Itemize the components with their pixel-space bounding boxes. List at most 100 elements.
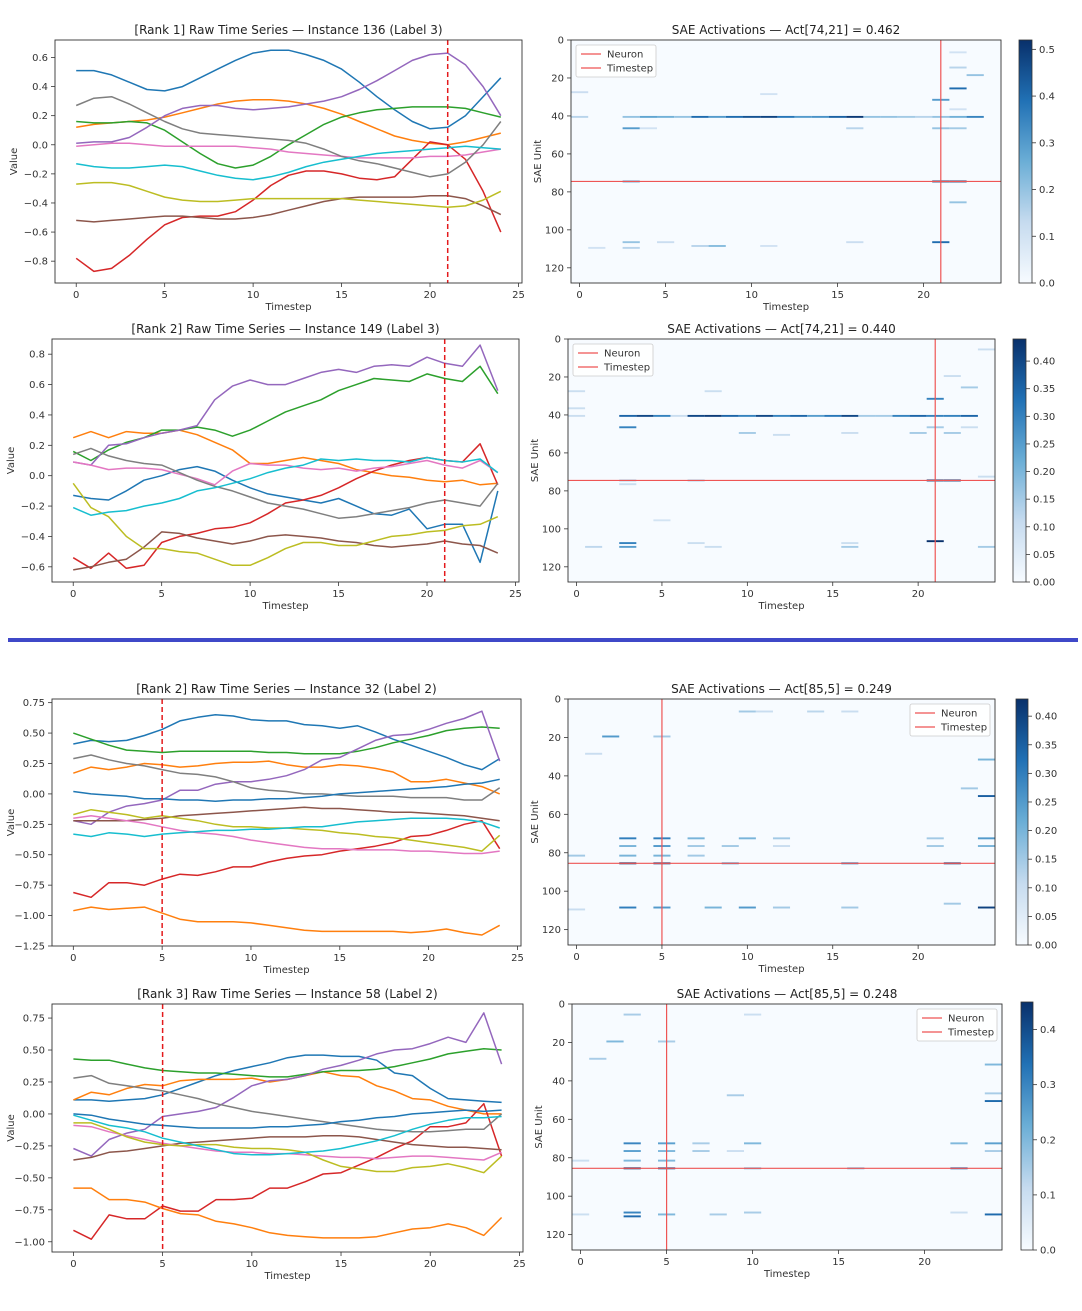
series-line-s10 (73, 778, 500, 802)
x-axis-label: Timestep (757, 964, 804, 975)
heatmap-cell (726, 1150, 744, 1152)
heatmap-cell (619, 542, 637, 545)
heatmap-cell (738, 710, 756, 713)
x-tick-label: 5 (161, 290, 167, 301)
colorbar-tick-label: 0.5 (1039, 45, 1055, 56)
heatmap-cell (949, 51, 967, 54)
series-line-s4 (73, 1012, 503, 1157)
heatmap-cell (909, 432, 927, 434)
heatmap-cell (841, 906, 859, 909)
heatmap-cell (949, 108, 967, 111)
legend-timestep-label: Timestep (603, 363, 650, 374)
heatmap-cell (772, 433, 791, 436)
legend-neuron-label: Neuron (941, 709, 977, 720)
y-axis-label: SAE Unit (534, 1105, 545, 1148)
heatmap-cell (744, 1142, 762, 1145)
colorbar-tick-label: 0.40 (1033, 357, 1055, 368)
series-line-s4 (73, 344, 499, 466)
chart-title: [Rank 2] Raw Time Series — Instance 149 … (131, 322, 439, 336)
heatmap-cell (622, 115, 640, 118)
series-line-s5 (73, 531, 499, 571)
y-tick-label: 80 (552, 1153, 565, 1164)
heatmap-cell (704, 906, 722, 909)
heatmap-cell (950, 1211, 968, 1214)
heatmap-cell (653, 414, 671, 417)
heatmap-cell (721, 414, 739, 417)
series-line-s0 (76, 49, 502, 130)
heatmap-cell (687, 837, 705, 840)
x-tick-label: 15 (826, 589, 839, 600)
heatmap-cell (943, 902, 961, 905)
y-tick-label: −1.00 (14, 1237, 45, 1248)
x-tick-label: 0 (576, 290, 582, 301)
y-axis-label: SAE Unit (530, 800, 541, 843)
heatmap-cell (623, 1159, 641, 1162)
y-tick-label: 20 (548, 733, 561, 744)
heatmap-cell (743, 115, 761, 118)
x-axis-label: Timestep (264, 302, 311, 313)
heatmap-cell (829, 115, 847, 118)
colorbar-tick-label: 0.0 (1040, 1246, 1056, 1257)
heatmap-cell (915, 115, 933, 118)
panel-5: SAE Activations — Act[85,5] = 0.249 0 20 40… (530, 682, 1057, 975)
x-tick-label: 20 (422, 953, 435, 964)
heatmap-cell (772, 906, 791, 909)
x-tick-label: 20 (917, 290, 930, 301)
series-line-s3 (75, 141, 502, 273)
heatmap-cell (760, 245, 778, 247)
colorbar-tick-label: 0.3 (1039, 138, 1055, 149)
panel-1: SAE Activations — Act[74,21] = 0.462 0 20 4… (533, 23, 1055, 313)
legend-timestep-label: Timestep (947, 1028, 994, 1039)
y-tick-label: 80 (548, 848, 561, 859)
series-line-s5 (73, 1134, 502, 1161)
colorbar-tick-label: 0.2 (1039, 185, 1055, 196)
heatmap-cell (572, 1159, 590, 1162)
heatmap-cell (960, 414, 978, 417)
heatmap-cell (846, 115, 864, 118)
series-line-s6 (73, 459, 499, 486)
x-tick-label: 0 (573, 952, 579, 963)
series-line-s9 (73, 817, 500, 838)
y-tick-label: 0.75 (23, 1014, 45, 1025)
colorbar-tick-label: 0.30 (1033, 412, 1055, 423)
panel-0: [Rank 1] Raw Time Series — Instance 136 … (9, 23, 525, 313)
legend-timestep-label: Timestep (606, 64, 653, 75)
series-line-s2 (76, 106, 501, 169)
y-tick-label: 100 (546, 1192, 565, 1203)
heatmap-cell (589, 1057, 607, 1060)
x-axis-label: Timestep (263, 1271, 310, 1282)
heatmap-background (571, 40, 1001, 283)
legend-box (916, 1008, 998, 1042)
y-tick-label: 0.50 (23, 1046, 45, 1057)
colorbar-tick-label: 0.10 (1033, 522, 1055, 533)
y-tick-label: −0.4 (24, 198, 48, 209)
y-tick-label: 40 (552, 1076, 565, 1087)
series-line-s0 (73, 714, 501, 771)
heatmap-cell (949, 87, 967, 90)
x-tick-label: 0 (70, 1259, 76, 1270)
y-tick-label: −0.25 (14, 1141, 45, 1152)
colorbar-tick-label: 0.00 (1035, 941, 1057, 952)
plot-frame (51, 1003, 524, 1253)
y-axis-label: SAE Unit (530, 439, 541, 482)
section-divider (8, 638, 1078, 642)
heatmap-cell (619, 845, 637, 847)
heatmap-cell (622, 127, 640, 130)
y-tick-label: 0.2 (32, 111, 48, 122)
series-line-s10 (73, 1109, 502, 1129)
colorbar-tick-label: 0.25 (1033, 439, 1055, 450)
heatmap-cell (841, 414, 859, 417)
colorbar-tick-label: 0.1 (1040, 1190, 1056, 1201)
heatmap-cell (623, 1211, 641, 1214)
y-tick-label: 60 (548, 810, 561, 821)
series-line-s9 (73, 1114, 502, 1156)
y-tick-label: 0.25 (23, 759, 45, 770)
x-tick-label: 20 (424, 1259, 437, 1270)
x-tick-label: 5 (663, 1257, 669, 1268)
y-axis-label: SAE Unit (533, 140, 544, 183)
heatmap-cell (568, 390, 586, 393)
heatmap-cell (725, 115, 743, 118)
series-line-s8 (72, 482, 499, 567)
x-tick-label: 5 (159, 953, 165, 964)
y-tick-label: −0.50 (14, 1173, 45, 1184)
